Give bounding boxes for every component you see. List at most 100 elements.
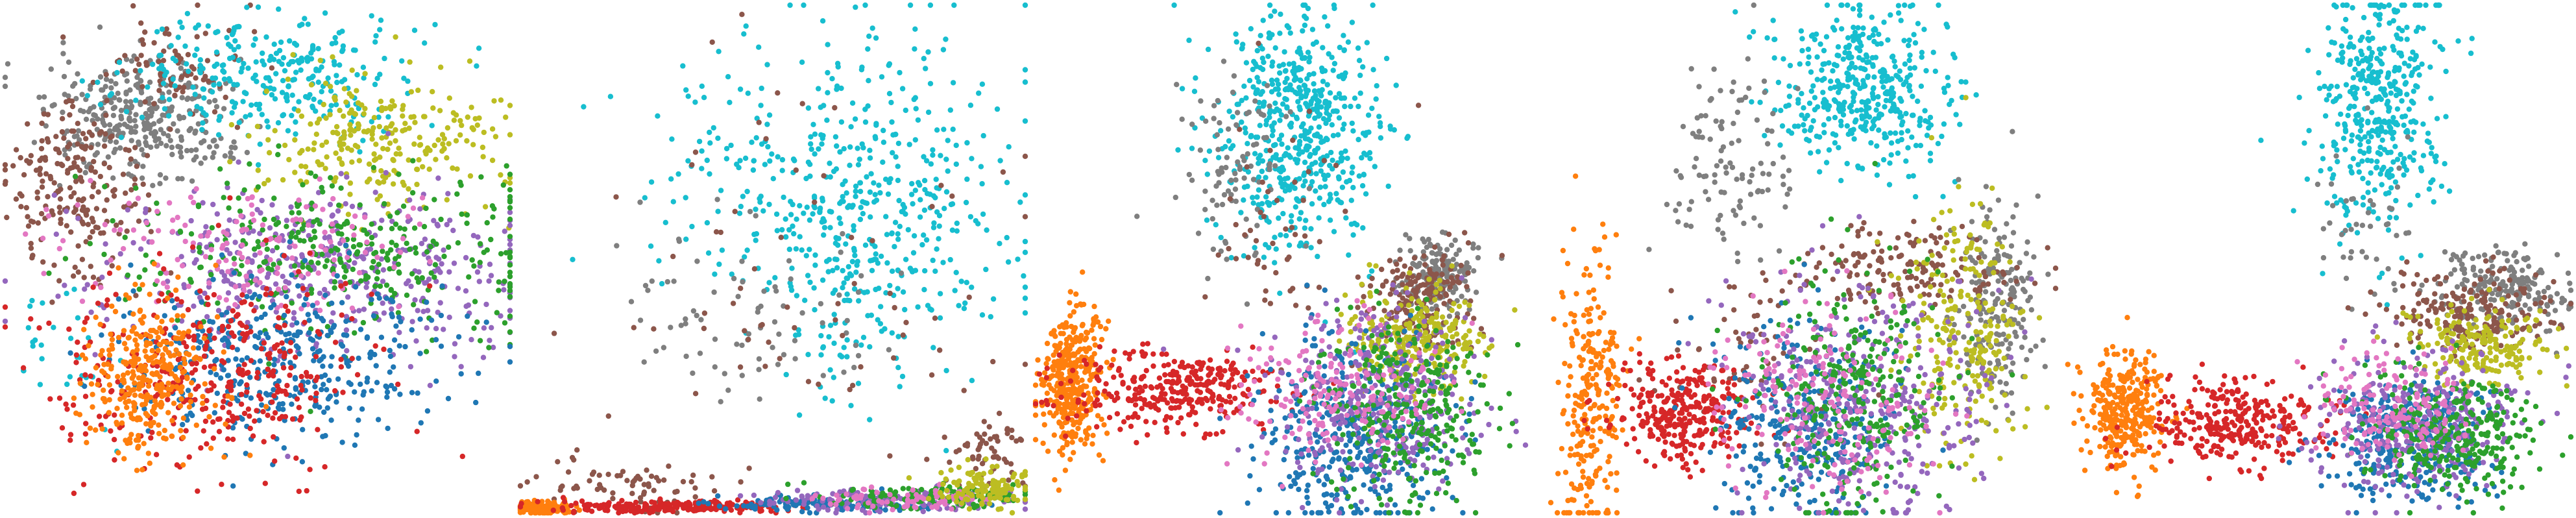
scatter-point xyxy=(947,256,953,263)
scatter-point xyxy=(902,306,908,313)
scatter-point xyxy=(57,210,63,216)
scatter-point xyxy=(605,471,611,477)
scatter-point xyxy=(930,257,936,264)
scatter-point xyxy=(581,104,587,110)
scatter-point xyxy=(189,244,196,250)
scatter-point xyxy=(63,208,69,214)
scatter-point xyxy=(481,249,487,255)
scatter-point xyxy=(718,188,724,193)
scatter-point xyxy=(900,332,906,338)
scatter-point xyxy=(249,211,255,217)
scatter-point xyxy=(330,54,335,60)
scatter-point xyxy=(209,225,215,231)
scatter-point xyxy=(186,284,191,290)
scatter-point xyxy=(433,278,439,284)
scatter-point xyxy=(252,252,258,258)
scatter-point xyxy=(270,415,276,421)
scatter-point xyxy=(507,254,513,261)
scatter-point xyxy=(184,96,190,103)
scatter-point xyxy=(255,162,261,168)
scatter-point xyxy=(899,86,906,92)
scatter-point xyxy=(98,129,104,135)
scatter-point xyxy=(155,228,162,234)
scatter-point xyxy=(128,187,134,193)
scatter-point xyxy=(179,25,185,31)
scatter-point xyxy=(306,330,312,336)
scatter-point xyxy=(284,223,289,229)
scatter-point xyxy=(300,426,306,432)
scatter-point xyxy=(260,50,265,56)
scatter-point xyxy=(393,151,399,157)
scatter-point xyxy=(574,447,580,453)
scatter-point xyxy=(117,145,123,151)
scatter-point xyxy=(114,69,120,76)
scatter-point xyxy=(887,282,893,289)
scatter-point xyxy=(476,45,482,51)
scatter-point xyxy=(115,296,122,302)
scatter-point xyxy=(178,396,184,402)
scatter-point xyxy=(249,295,255,301)
scatter-point xyxy=(507,132,513,138)
scatter-point xyxy=(826,334,832,340)
scatter-point xyxy=(112,457,117,463)
scatter-point xyxy=(490,345,496,351)
scatter-point xyxy=(670,199,676,204)
scatter-point xyxy=(272,345,278,351)
scatter-point xyxy=(865,103,871,109)
scatter-point xyxy=(837,201,843,206)
scatter-point xyxy=(300,182,306,188)
scatter-point xyxy=(476,370,481,376)
scatter-point xyxy=(481,325,487,331)
scatter-point xyxy=(220,404,226,410)
scatter-point xyxy=(217,114,223,119)
scatter-point xyxy=(373,142,379,147)
scatter-point xyxy=(450,165,456,171)
scatter-point xyxy=(200,120,206,126)
scatter-point xyxy=(168,292,174,298)
scatter-point xyxy=(59,425,66,431)
scatter-point xyxy=(953,449,959,455)
scatter-point xyxy=(182,43,188,49)
scatter-point xyxy=(924,191,930,197)
scatter-point xyxy=(177,19,183,25)
scatter-point xyxy=(954,228,960,234)
scatter-point xyxy=(256,393,262,399)
scatter-point xyxy=(82,383,88,389)
scatter-point xyxy=(143,397,150,403)
scatter-point xyxy=(245,406,252,412)
scatter-point xyxy=(178,389,184,395)
scatter-point xyxy=(203,112,209,118)
scatter-point xyxy=(805,378,812,384)
scatter-point xyxy=(459,211,465,217)
scatter-point xyxy=(374,197,380,203)
scatter-point xyxy=(65,156,71,162)
scatter-point xyxy=(969,156,975,162)
scatter-point xyxy=(45,213,52,219)
scatter-point xyxy=(739,342,745,349)
scatter-point xyxy=(756,356,762,362)
scatter-point xyxy=(152,105,159,112)
scatter-point xyxy=(414,275,420,281)
scatter-point xyxy=(147,460,152,466)
scatter-point xyxy=(213,49,220,55)
scatter-point xyxy=(292,137,298,143)
scatter-point xyxy=(533,474,539,480)
scatter-point xyxy=(75,121,81,127)
scatter-point xyxy=(276,6,282,12)
scatter-point xyxy=(96,413,103,419)
scatter-point xyxy=(374,254,380,260)
scatter-point xyxy=(834,143,840,149)
scatter-point xyxy=(261,180,267,187)
scatter-point xyxy=(364,129,370,135)
scatter-point xyxy=(185,52,191,58)
scatter-point xyxy=(994,454,1000,460)
scatter-point xyxy=(121,328,127,334)
scatter-point xyxy=(977,434,983,440)
scatter-point xyxy=(271,262,276,267)
scatter-point xyxy=(949,193,955,199)
scatter-point xyxy=(867,344,873,350)
scatter-point xyxy=(502,278,507,284)
scatter-point xyxy=(393,221,399,227)
scatter-point xyxy=(51,325,56,330)
scatter-point xyxy=(517,483,524,489)
